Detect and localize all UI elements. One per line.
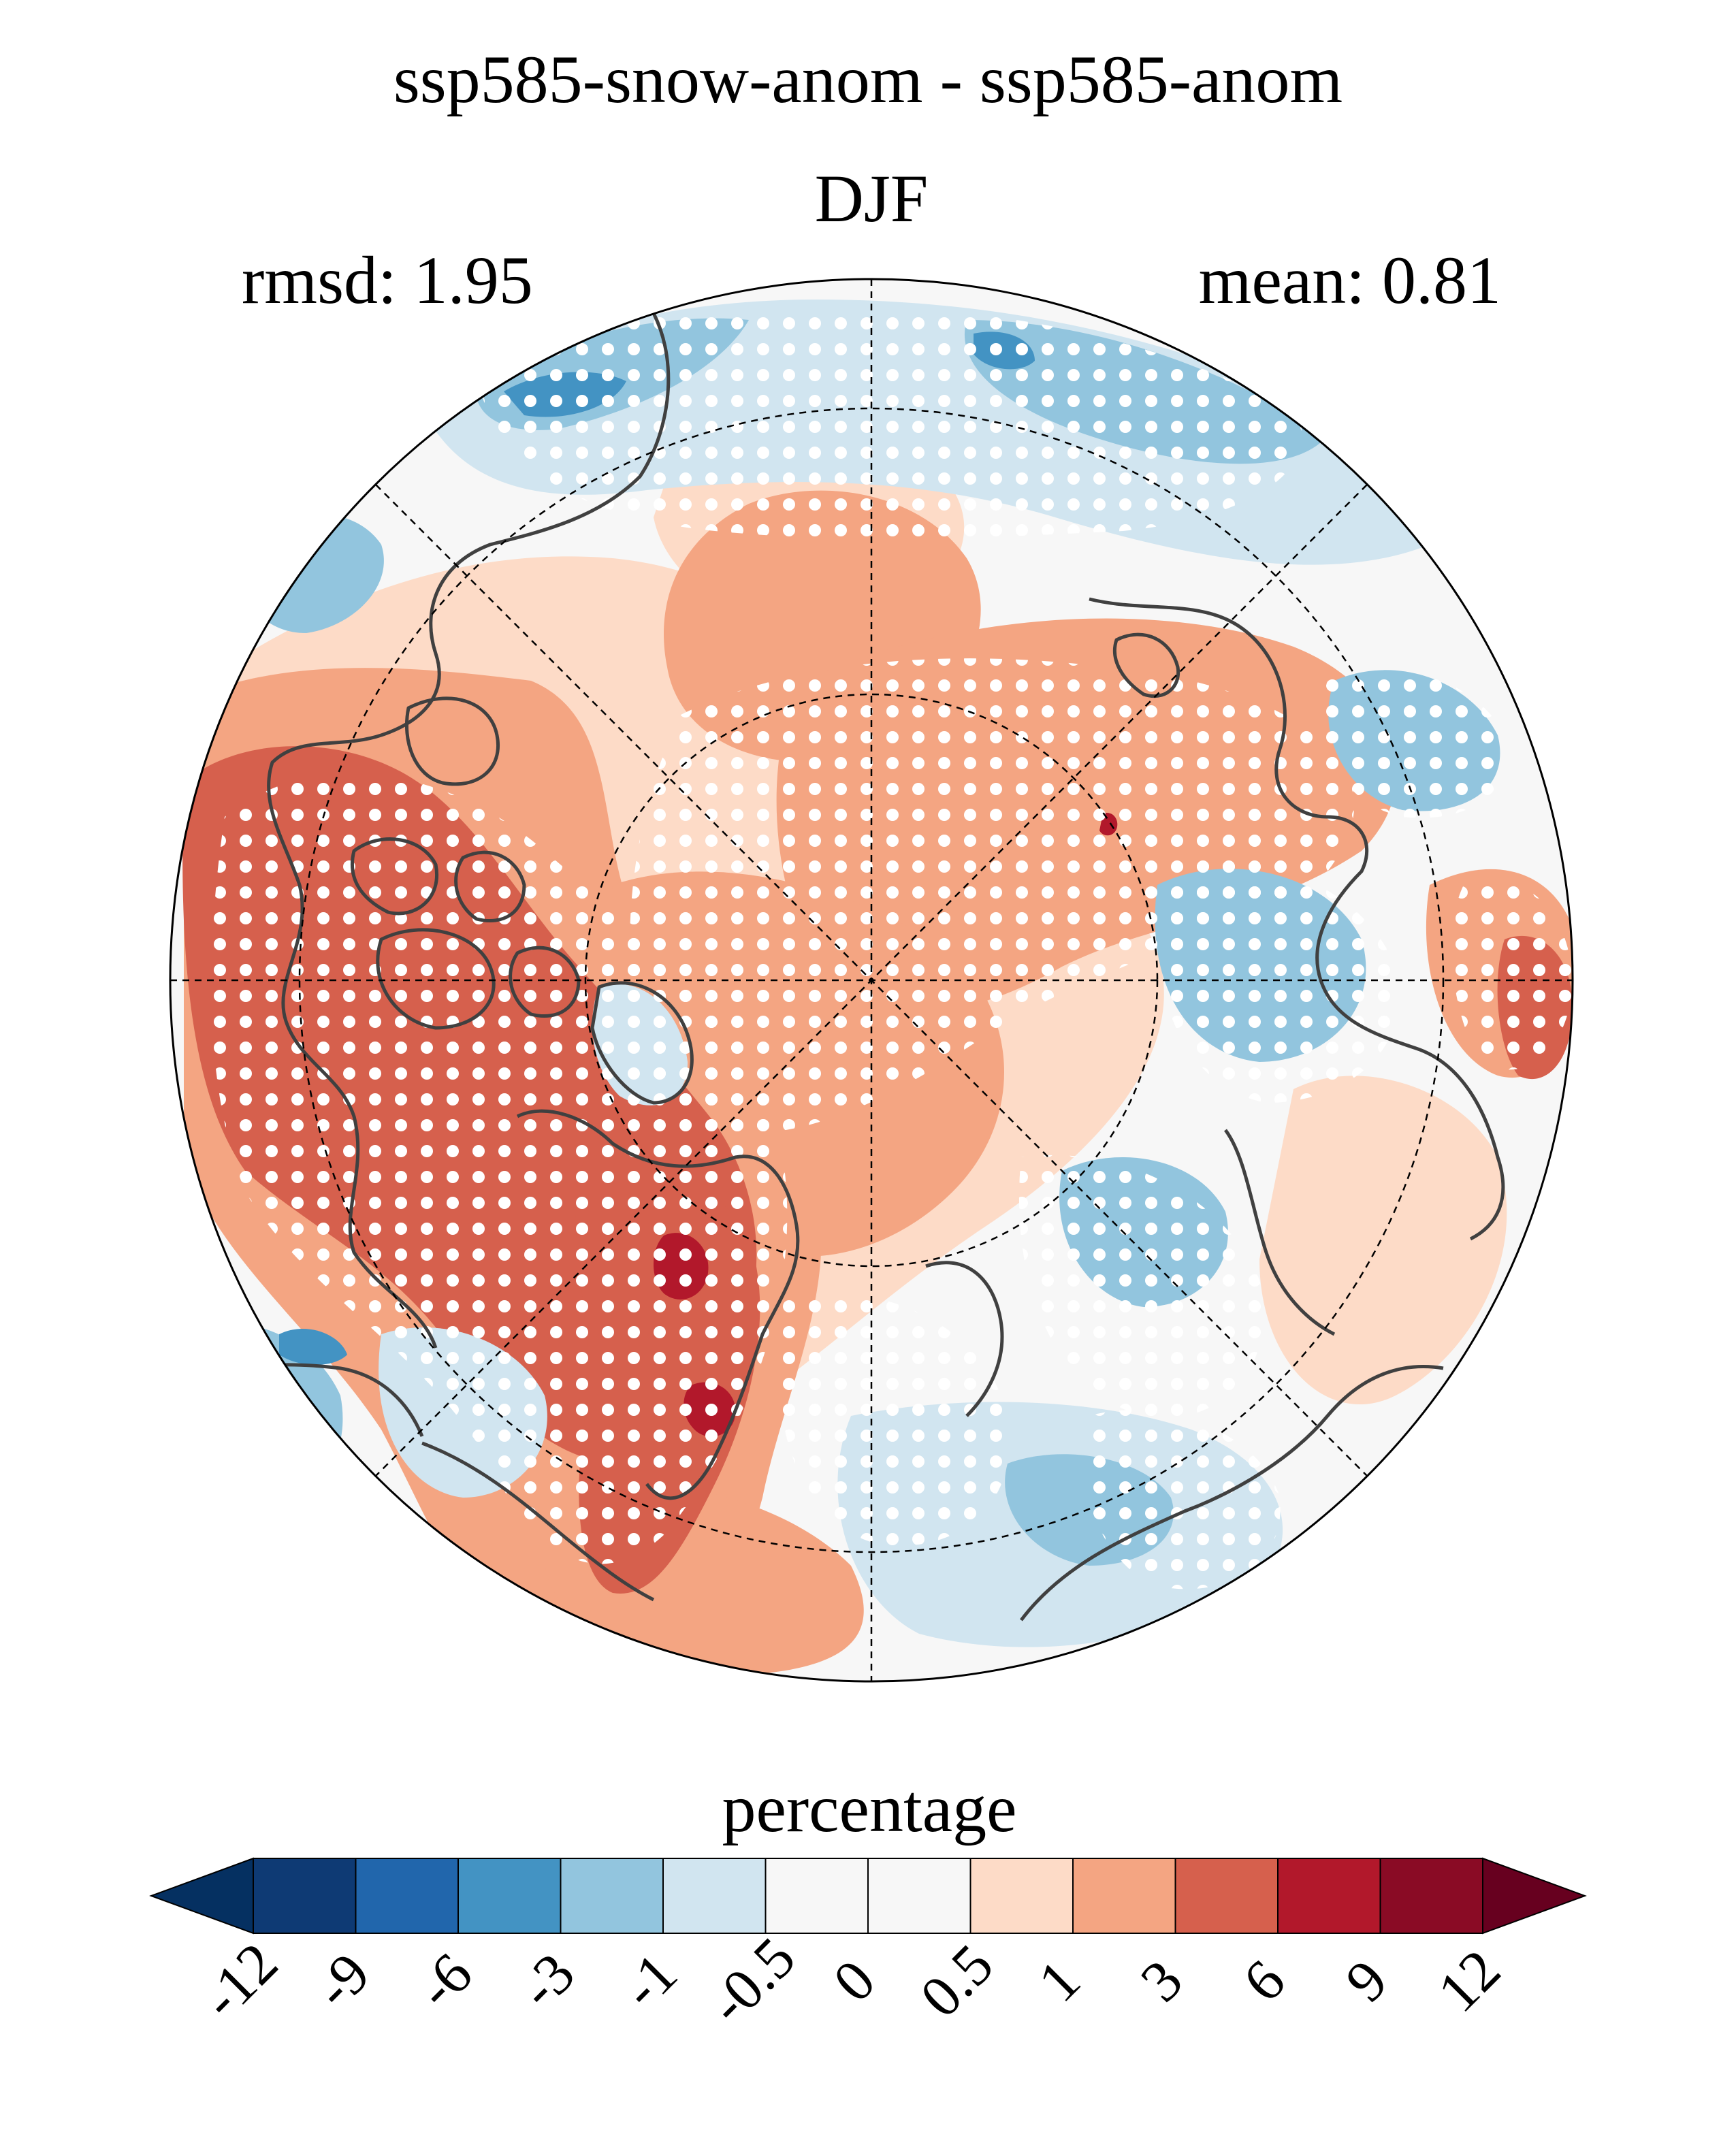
- colorbar: [149, 1857, 1587, 1935]
- stipple-south-east: [1018, 1155, 1264, 1418]
- graticule: [170, 279, 1573, 1681]
- colorbar-tick-label: 0: [820, 1947, 887, 2014]
- stipple-central: [630, 658, 1355, 1134]
- stippling: [211, 304, 1573, 1590]
- stipple-southeast: [1083, 1410, 1281, 1590]
- coast-svalbard: [1112, 632, 1180, 698]
- colorbar-tick-label: -3: [507, 1940, 588, 2021]
- coast-scandinavia: [925, 1261, 1004, 1417]
- coast-archipelago-1: [404, 696, 500, 786]
- colorbar-tick-label: 6: [1230, 1947, 1297, 2014]
- colorbar-extend-high: [1482, 1857, 1587, 1935]
- colorbar-segment: [1277, 1858, 1381, 1934]
- colorbar-segment: [1174, 1858, 1279, 1934]
- colorbar-tick-label: 1: [1025, 1947, 1092, 2014]
- coastlines: [170, 312, 1505, 1621]
- colorbar-tick-label: -12: [189, 1930, 290, 2031]
- polar-map: [170, 279, 1573, 1681]
- colorbar-tick-label: 9: [1333, 1947, 1400, 2014]
- colorbar-tick-label: -6: [404, 1940, 485, 2021]
- field-light-positive-3: [1259, 1076, 1507, 1405]
- colorbar-tick-label: 0.5: [907, 1932, 1006, 2030]
- field-negative-southwest-dark: [279, 1328, 347, 1365]
- colorbar-extend-low: [149, 1857, 254, 1935]
- colorbar-tick-label: -1: [609, 1940, 690, 2021]
- colorbar-segment: [765, 1858, 869, 1934]
- mean-label: mean: 0.81: [1199, 242, 1501, 318]
- coast-south-east: [1020, 1365, 1444, 1621]
- colorbar-segment: [867, 1858, 971, 1934]
- coast-greenland: [590, 981, 694, 1105]
- colorbar-segment: [560, 1858, 664, 1934]
- colorbar-tick-label: 12: [1425, 1937, 1513, 2024]
- coast-archipelago-5: [509, 946, 581, 1018]
- stipple-east-2: [1321, 670, 1507, 818]
- meridian-135: [375, 484, 1368, 1477]
- rmsd-label: rmsd: 1.95: [242, 242, 533, 318]
- colorbar-tick-label: -0.5: [696, 1924, 807, 2036]
- colorbar-segment: [969, 1858, 1074, 1934]
- chart-subtitle: DJF: [815, 161, 929, 236]
- colorbar-tick-label: -9: [302, 1940, 383, 2021]
- coast-archipelago-2: [350, 837, 438, 916]
- stipple-east: [1155, 862, 1400, 1103]
- colorbar-tick-label: 3: [1128, 1947, 1195, 2014]
- colorbar-ticks: -12 -9 -6 -3 -1 -0.5 0 0.5 1 3 6 9 12: [189, 1924, 1513, 2036]
- colorbar-segment: [355, 1858, 459, 1934]
- coast-north-america: [267, 312, 671, 1349]
- coast-south: [421, 1441, 655, 1602]
- colorbar-segment: [457, 1858, 562, 1934]
- colorbar-label: percentage: [722, 1771, 1016, 1846]
- colorbar-segment: [662, 1858, 767, 1934]
- stipple-east-edge: [1451, 880, 1573, 1070]
- colorbar-segment: [1379, 1858, 1483, 1934]
- map-border: [169, 278, 1574, 1683]
- colorbar-segment: [253, 1858, 357, 1934]
- stipple-north: [477, 304, 1302, 539]
- coast-archipelago-3: [454, 850, 526, 923]
- stipple-south: [777, 1291, 1010, 1546]
- coast-archipelago-4: [376, 928, 496, 1030]
- coast-eurasia: [1089, 597, 1505, 1241]
- latitude-circle-mid: [298, 407, 1445, 1553]
- colorbar-segment: [1072, 1858, 1176, 1934]
- chart-title: ssp585-snow-anom - ssp585-anom: [393, 42, 1343, 117]
- coast-novaya-zemlya: [1223, 1129, 1336, 1336]
- coast-hudson: [516, 1109, 800, 1500]
